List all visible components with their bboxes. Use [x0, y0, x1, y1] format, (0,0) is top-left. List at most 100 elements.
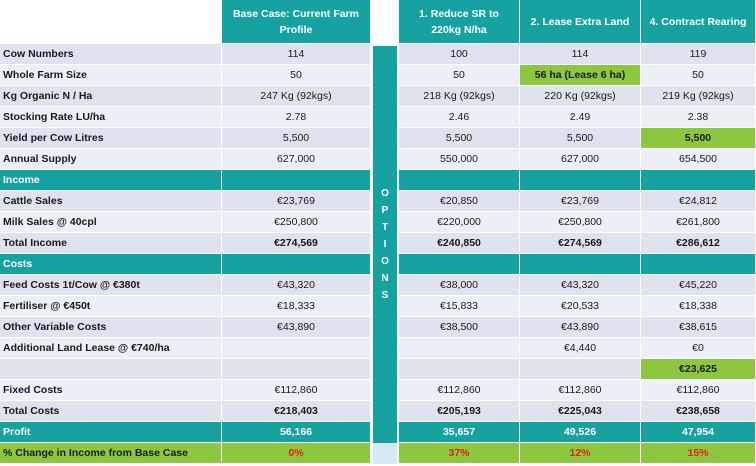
- cell-option-1-profit: 35,657: [399, 422, 520, 443]
- row-label: Fertiliser @ €450t: [0, 296, 222, 317]
- row-label: Total Costs: [0, 401, 222, 422]
- cell-base: [222, 338, 371, 359]
- header-blank: [0, 0, 222, 44]
- cell-base: 2.78: [222, 107, 371, 128]
- cell-option-2: €4,440: [520, 338, 641, 359]
- section-fill: [222, 170, 371, 191]
- cell-option-2: €43,890: [520, 317, 641, 338]
- header-option-2: 2. Lease Extra Land: [520, 0, 641, 44]
- row-label: Additional Land Lease @ €740/ha: [0, 338, 222, 359]
- cell-option-1: €112,860: [399, 380, 520, 401]
- header-option-1: 1. Reduce SR to 220kg N/ha: [399, 0, 520, 44]
- cell-base-profit: 56,166: [222, 422, 371, 443]
- options-letter: T: [381, 222, 389, 233]
- cell-option-2: €274,569: [520, 233, 641, 254]
- row-label: Stocking Rate LU/ha: [0, 107, 222, 128]
- cell-option-1: €240,850: [399, 233, 520, 254]
- cell-option-4: €0: [641, 338, 756, 359]
- cell-base-change: 0%: [222, 443, 371, 464]
- cell-option-2-change: 12%: [520, 443, 641, 464]
- cell-option-2: 114: [520, 44, 641, 65]
- cell-base: 114: [222, 44, 371, 65]
- cell-option-2: €112,860: [520, 380, 641, 401]
- cell-option-4: 2.38: [641, 107, 756, 128]
- cell-option-4: €112,860: [641, 380, 756, 401]
- row-label: Whole Farm Size: [0, 65, 222, 86]
- cell-option-1: 218 Kg (92kgs): [399, 86, 520, 107]
- cell-option-2-profit: 49,526: [520, 422, 641, 443]
- options-letter: N: [381, 273, 389, 284]
- cell-option-1: 5,500: [399, 128, 520, 149]
- cell-option-2: 627,000: [520, 149, 641, 170]
- options-letter: P: [381, 205, 389, 216]
- cell-option-2: €43,320: [520, 275, 641, 296]
- cell-option-4-profit: 47,954: [641, 422, 756, 443]
- row-label: Yield per Cow Litres: [0, 128, 222, 149]
- cell-base: €23,769: [222, 191, 371, 212]
- cell-option-4-highlight: €23,625: [641, 359, 756, 380]
- cell-option-2: [520, 359, 641, 380]
- cell-option-1: [399, 359, 520, 380]
- cell-option-4: €261,800: [641, 212, 756, 233]
- section-costs: Costs: [0, 254, 222, 275]
- cell-option-1: 100: [399, 44, 520, 65]
- cell-base: 627,000: [222, 149, 371, 170]
- row-label: Annual Supply: [0, 149, 222, 170]
- header-base-case: Base Case: Current Farm Profile: [222, 0, 371, 44]
- cell-option-1-change: 37%: [399, 443, 520, 464]
- cell-option-2: €20,533: [520, 296, 641, 317]
- cell-base: €43,890: [222, 317, 371, 338]
- options-letter: S: [381, 290, 389, 301]
- cell-option-4: €18,338: [641, 296, 756, 317]
- cell-base: €218,403: [222, 401, 371, 422]
- cell-base: 50: [222, 65, 371, 86]
- options-footer: [373, 443, 397, 464]
- cell-option-2: €23,769: [520, 191, 641, 212]
- cell-base: 5,500: [222, 128, 371, 149]
- header-option-4: 4. Contract Rearing: [641, 0, 756, 44]
- cell-base: €18,333: [222, 296, 371, 317]
- cell-option-4-change: 15%: [641, 443, 756, 464]
- cell-base: €250,800: [222, 212, 371, 233]
- cell-option-4: €45,220: [641, 275, 756, 296]
- options-letter: O: [381, 256, 389, 267]
- row-label: Total Income: [0, 233, 222, 254]
- cell-option-2-highlight: 56 ha (Lease 6 ha): [520, 65, 641, 86]
- row-label: [0, 359, 222, 380]
- cell-option-4-highlight: 5,500: [641, 128, 756, 149]
- section-fill: [399, 170, 520, 191]
- cell-option-2: €250,800: [520, 212, 641, 233]
- cell-option-1: €15,833: [399, 296, 520, 317]
- row-label: Milk Sales @ 40cpl: [0, 212, 222, 233]
- cell-option-4: 219 Kg (92kgs): [641, 86, 756, 107]
- row-label: Other Variable Costs: [0, 317, 222, 338]
- row-label-profit: Profit: [0, 422, 222, 443]
- cell-option-1: €38,500: [399, 317, 520, 338]
- cell-option-1: €220,000: [399, 212, 520, 233]
- section-fill: [520, 254, 641, 275]
- row-label: Feed Costs 1t/Cow @ €380t: [0, 275, 222, 296]
- cell-base: €43,320: [222, 275, 371, 296]
- section-fill: [641, 170, 756, 191]
- cell-option-4: 119: [641, 44, 756, 65]
- cell-base: [222, 359, 371, 380]
- cell-option-1: €205,193: [399, 401, 520, 422]
- cell-option-4: 50: [641, 65, 756, 86]
- section-fill: [520, 170, 641, 191]
- row-label: Cattle Sales: [0, 191, 222, 212]
- row-label: Cow Numbers: [0, 44, 222, 65]
- cell-option-4: €24,812: [641, 191, 756, 212]
- row-label: Kg Organic N / Ha: [0, 86, 222, 107]
- section-fill: [641, 254, 756, 275]
- cell-option-2: 220 Kg (92kgs): [520, 86, 641, 107]
- cell-option-1: €38,000: [399, 275, 520, 296]
- section-fill: [399, 254, 520, 275]
- row-label-change: % Change in Income from Base Case: [0, 443, 222, 464]
- cell-option-4: €238,658: [641, 401, 756, 422]
- cell-option-2: 5,500: [520, 128, 641, 149]
- cell-option-1: 50: [399, 65, 520, 86]
- cell-option-1: 550,000: [399, 149, 520, 170]
